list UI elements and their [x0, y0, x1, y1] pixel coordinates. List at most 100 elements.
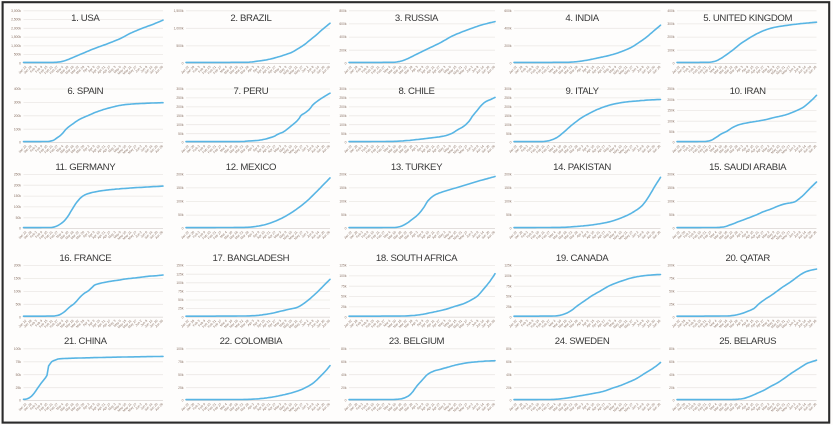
svg-text:Apr 9: Apr 9: [416, 230, 425, 239]
svg-text:Mar 10: Mar 10: [223, 230, 233, 240]
svg-text:Mar 28: Mar 28: [729, 144, 739, 154]
svg-text:600k: 600k: [339, 22, 347, 26]
svg-text:Jun 20: Jun 20: [481, 65, 491, 75]
svg-text:Apr 21: Apr 21: [591, 65, 601, 75]
svg-text:Feb 9: Feb 9: [688, 144, 697, 153]
svg-text:Apr 15: Apr 15: [745, 65, 755, 75]
svg-text:Feb 3: Feb 3: [520, 402, 529, 411]
svg-text:20k: 20k: [506, 386, 512, 390]
svg-text:Mar 10: Mar 10: [223, 144, 233, 154]
svg-text:Feb 3: Feb 3: [355, 144, 364, 153]
svg-text:0: 0: [673, 399, 675, 403]
svg-text:Mar 22: Mar 22: [398, 230, 408, 240]
svg-text:Apr 15: Apr 15: [91, 319, 101, 329]
svg-text:Feb 9: Feb 9: [526, 402, 535, 411]
svg-text:Jun 20: Jun 20: [149, 402, 159, 412]
svg-text:Apr 3: Apr 3: [735, 144, 744, 153]
svg-text:Apr 9: Apr 9: [416, 65, 425, 74]
svg-text:Jun 26: Jun 26: [154, 144, 164, 154]
svg-text:Jun 26: Jun 26: [808, 144, 818, 154]
svg-text:May 9: May 9: [443, 144, 452, 153]
svg-text:19. CANADA: 19. CANADA: [556, 253, 609, 264]
svg-text:Apr 27: Apr 27: [102, 402, 112, 412]
svg-text:Feb 21: Feb 21: [697, 230, 707, 240]
svg-text:May 15: May 15: [612, 144, 623, 155]
svg-text:Feb 9: Feb 9: [34, 230, 43, 239]
svg-text:Mar 4: Mar 4: [548, 144, 557, 153]
svg-text:May 15: May 15: [612, 230, 623, 241]
svg-text:Apr 15: Apr 15: [256, 144, 266, 154]
svg-text:Apr 21: Apr 21: [262, 230, 272, 240]
svg-text:0: 0: [182, 62, 184, 66]
svg-text:Apr 3: Apr 3: [82, 230, 91, 239]
svg-text:0: 0: [19, 227, 21, 231]
svg-text:50k: 50k: [178, 373, 184, 377]
svg-text:May 27: May 27: [127, 230, 138, 241]
svg-text:Mar 22: Mar 22: [563, 144, 573, 154]
svg-text:Feb 21: Feb 21: [697, 319, 707, 329]
svg-text:Apr 3: Apr 3: [247, 319, 256, 328]
svg-text:100k: 100k: [14, 127, 22, 131]
svg-text:May 3: May 3: [437, 144, 446, 153]
svg-text:150k: 150k: [176, 264, 184, 268]
svg-text:May 21: May 21: [122, 402, 133, 413]
svg-text:Mar 22: Mar 22: [234, 319, 244, 329]
svg-text:Feb 21: Feb 21: [207, 319, 217, 329]
svg-text:Feb 3: Feb 3: [355, 402, 364, 411]
svg-text:Jun 2: Jun 2: [465, 230, 474, 239]
svg-text:Mar 16: Mar 16: [558, 319, 568, 329]
svg-text:Mar 4: Mar 4: [383, 230, 392, 239]
svg-text:200k: 200k: [339, 173, 347, 177]
svg-text:Apr 9: Apr 9: [581, 319, 590, 328]
svg-text:75k: 75k: [178, 360, 184, 364]
svg-text:May 27: May 27: [781, 144, 792, 155]
svg-text:May 27: May 27: [127, 402, 138, 413]
svg-text:Jun 8: Jun 8: [140, 319, 149, 328]
svg-text:0: 0: [510, 62, 512, 66]
svg-text:Jun 20: Jun 20: [646, 230, 656, 240]
svg-text:May 9: May 9: [608, 319, 617, 328]
svg-text:May 3: May 3: [437, 65, 446, 74]
svg-text:50k: 50k: [506, 213, 512, 217]
svg-text:Jun 20: Jun 20: [481, 230, 491, 240]
svg-text:Apr 15: Apr 15: [745, 230, 755, 240]
svg-text:Jun 2: Jun 2: [631, 144, 640, 153]
svg-text:Jun 26: Jun 26: [652, 319, 662, 329]
svg-text:Feb 15: Feb 15: [202, 230, 212, 240]
svg-text:50k: 50k: [178, 132, 184, 136]
svg-text:Feb 27: Feb 27: [212, 319, 222, 329]
svg-text:Mar 10: Mar 10: [552, 319, 562, 329]
svg-text:Mar 10: Mar 10: [713, 230, 723, 240]
svg-text:Mar 28: Mar 28: [729, 65, 739, 75]
svg-text:250k: 250k: [339, 96, 347, 100]
svg-text:Mar 10: Mar 10: [552, 65, 562, 75]
svg-text:Jun 2: Jun 2: [134, 65, 143, 74]
svg-text:0: 0: [510, 141, 512, 145]
svg-text:Feb 21: Feb 21: [207, 230, 217, 240]
svg-text:8. CHILE: 8. CHILE: [398, 86, 434, 97]
svg-text:Feb 9: Feb 9: [526, 319, 535, 328]
svg-text:Apr 15: Apr 15: [256, 230, 266, 240]
svg-text:Feb 21: Feb 21: [370, 319, 380, 329]
svg-text:12. MEXICO: 12. MEXICO: [226, 162, 276, 173]
svg-text:Jan 22: Jan 22: [671, 402, 681, 412]
svg-text:Apr 27: Apr 27: [431, 230, 441, 240]
svg-text:Apr 15: Apr 15: [745, 319, 755, 329]
svg-text:Mar 28: Mar 28: [75, 65, 85, 75]
svg-text:Jun 20: Jun 20: [316, 144, 326, 154]
svg-text:Feb 21: Feb 21: [44, 65, 54, 75]
svg-text:Apr 21: Apr 21: [262, 319, 272, 329]
svg-text:Mar 16: Mar 16: [229, 65, 239, 75]
svg-text:Mar 16: Mar 16: [229, 402, 239, 412]
svg-text:May 9: May 9: [608, 65, 617, 74]
svg-text:Jun 8: Jun 8: [306, 144, 315, 153]
svg-text:Jun 14: Jun 14: [475, 65, 485, 75]
svg-text:Feb 15: Feb 15: [202, 144, 212, 154]
svg-text:Jun 8: Jun 8: [636, 319, 645, 328]
svg-text:Feb 21: Feb 21: [44, 402, 54, 412]
svg-text:0: 0: [19, 399, 21, 403]
svg-text:May 27: May 27: [623, 402, 634, 413]
svg-text:50k: 50k: [16, 373, 22, 377]
svg-text:Apr 3: Apr 3: [735, 65, 744, 74]
svg-text:Feb 27: Feb 27: [376, 402, 386, 412]
